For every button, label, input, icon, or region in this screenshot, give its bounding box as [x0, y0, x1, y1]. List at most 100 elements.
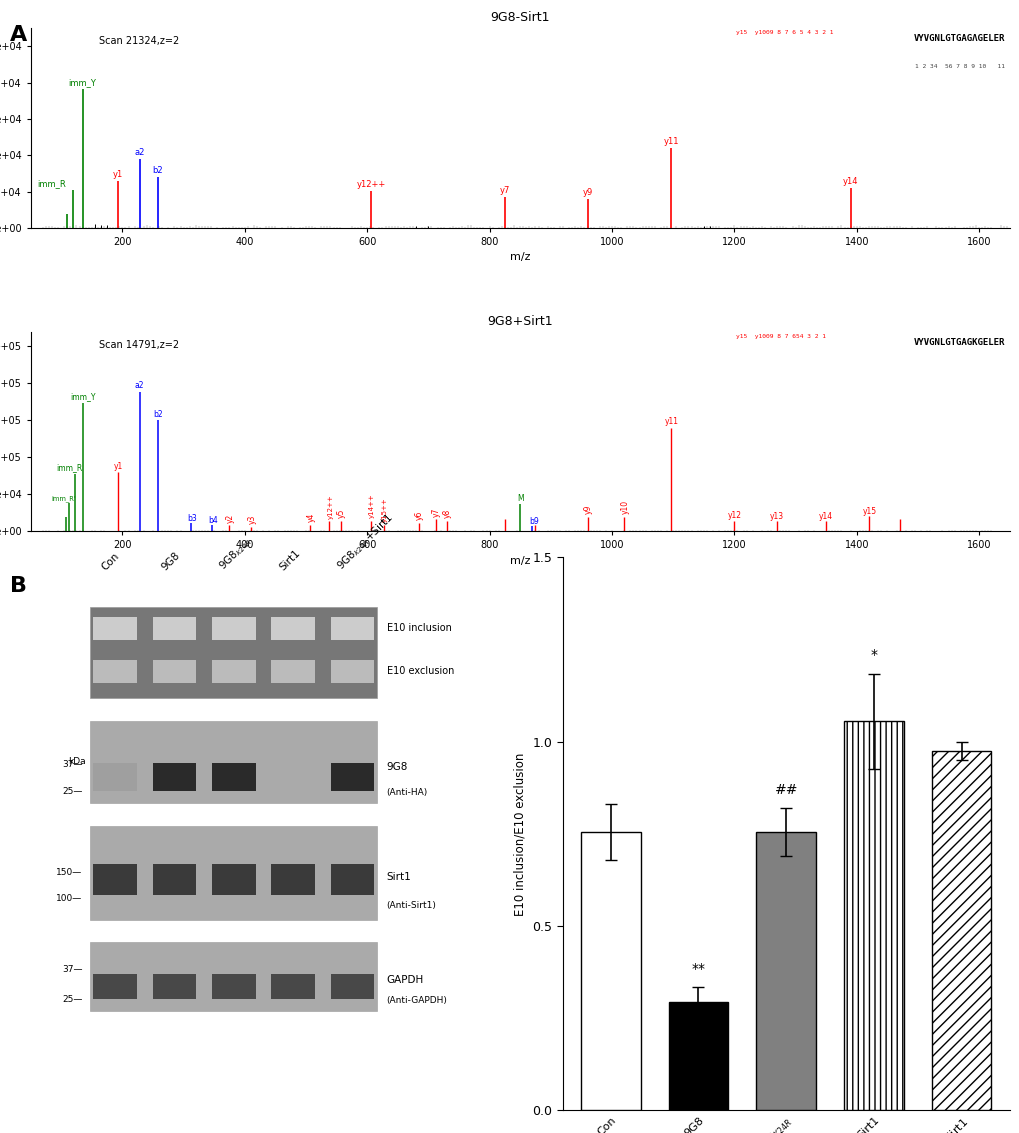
Text: y14: y14 — [842, 177, 858, 186]
Text: y9: y9 — [584, 505, 593, 514]
Text: imm_R: imm_R — [57, 463, 83, 472]
Text: y15  y1009 8 7 654 3 2 1: y15 y1009 8 7 654 3 2 1 — [735, 333, 824, 339]
Text: y15++: y15++ — [381, 497, 387, 522]
Text: b2: b2 — [153, 165, 163, 174]
Y-axis label: E10 inclusion/E10 exclusion: E10 inclusion/E10 exclusion — [514, 752, 526, 915]
Title: 9G8-Sirt1: 9G8-Sirt1 — [490, 11, 549, 25]
Text: imm_Y: imm_Y — [68, 78, 97, 87]
Text: y7: y7 — [431, 508, 440, 517]
Bar — [271, 864, 315, 895]
Text: GAPDH: GAPDH — [386, 976, 423, 986]
Bar — [581, 832, 640, 1110]
Bar — [330, 659, 374, 683]
Text: Con: Con — [100, 552, 121, 573]
Text: VYVGNLGTGAGKGELER: VYVGNLGTGAGKGELER — [913, 338, 1004, 347]
Bar — [930, 751, 990, 1110]
Text: b4: b4 — [208, 516, 218, 525]
Bar — [153, 973, 196, 998]
Text: (Anti-HA): (Anti-HA) — [386, 787, 427, 796]
Text: 100—: 100— — [56, 894, 83, 903]
Text: 25—: 25— — [62, 786, 83, 795]
Text: imm_Y: imm_Y — [69, 392, 96, 401]
Bar — [844, 722, 903, 1110]
Text: (Anti-GAPDH): (Anti-GAPDH) — [386, 996, 447, 1005]
Text: E10 exclusion: E10 exclusion — [386, 666, 453, 675]
Text: Scan 14791,z=2: Scan 14791,z=2 — [99, 340, 179, 349]
Bar — [153, 763, 196, 791]
Bar — [90, 942, 376, 1011]
Bar — [90, 721, 376, 803]
Bar — [94, 864, 137, 895]
Text: 1 2 34  56 7 8 9 10   11: 1 2 34 56 7 8 9 10 11 — [914, 65, 1004, 69]
Bar — [153, 864, 196, 895]
Text: **: ** — [691, 962, 705, 976]
Text: 9G8$_{k24R}$: 9G8$_{k24R}$ — [216, 534, 255, 573]
Text: M: M — [517, 494, 523, 503]
Text: b2: b2 — [153, 410, 163, 419]
Text: 25—: 25— — [62, 995, 83, 1004]
Text: y10: y10 — [621, 500, 630, 514]
Bar — [668, 1002, 728, 1110]
Text: y15: y15 — [862, 506, 876, 516]
Text: y11: y11 — [663, 417, 678, 426]
Text: y1: y1 — [113, 170, 123, 179]
Text: b9: b9 — [528, 517, 538, 526]
Text: imm_R': imm_R' — [51, 495, 76, 502]
Text: *: * — [869, 648, 876, 663]
Text: 9G8$_{k24R}$+Sirt1: 9G8$_{k24R}$+Sirt1 — [334, 511, 396, 573]
Bar — [330, 763, 374, 791]
Text: E10 inclusion: E10 inclusion — [386, 623, 451, 632]
Text: imm_R: imm_R — [38, 179, 66, 188]
Bar — [94, 659, 137, 683]
Title: 9G8+Sirt1: 9G8+Sirt1 — [487, 315, 552, 327]
Bar — [330, 864, 374, 895]
Text: ##: ## — [773, 783, 797, 796]
Text: y8: y8 — [442, 509, 451, 518]
Text: A: A — [10, 25, 28, 45]
Text: y12++: y12++ — [357, 180, 386, 189]
Text: y11: y11 — [663, 137, 679, 146]
Bar — [90, 826, 376, 920]
Text: y3: y3 — [248, 514, 257, 525]
Text: 37—: 37— — [62, 965, 83, 974]
X-axis label: m/z: m/z — [510, 253, 530, 263]
Bar — [94, 973, 137, 998]
Bar — [330, 617, 374, 640]
Text: b3: b3 — [187, 514, 197, 523]
Bar — [153, 617, 196, 640]
Text: y6: y6 — [415, 511, 423, 520]
Bar — [271, 659, 315, 683]
Text: 9G8: 9G8 — [386, 763, 408, 772]
Text: y7: y7 — [499, 186, 510, 195]
Bar — [90, 607, 376, 698]
Text: y12: y12 — [727, 511, 741, 520]
Bar — [212, 864, 255, 895]
Bar — [212, 973, 255, 998]
Text: y2: y2 — [226, 513, 235, 523]
Text: y15  y1009 8 7 6 5 4 3 2 1: y15 y1009 8 7 6 5 4 3 2 1 — [735, 31, 833, 35]
Bar — [94, 617, 137, 640]
Bar — [756, 832, 815, 1110]
Text: y5: y5 — [336, 509, 345, 518]
Text: (Anti-Sirt1): (Anti-Sirt1) — [386, 901, 436, 910]
Text: B: B — [10, 576, 28, 596]
Text: y9: y9 — [582, 188, 592, 197]
Text: a2: a2 — [135, 148, 145, 157]
Text: y14: y14 — [818, 512, 833, 521]
Text: 9G8: 9G8 — [159, 551, 181, 573]
Text: y1: y1 — [113, 462, 122, 471]
Bar — [94, 763, 137, 791]
Text: Scan 21324,z=2: Scan 21324,z=2 — [99, 36, 179, 46]
Bar — [271, 617, 315, 640]
Bar — [212, 659, 255, 683]
Text: Sirt1: Sirt1 — [386, 872, 411, 881]
Text: y4: y4 — [306, 513, 315, 522]
Text: 150—: 150— — [56, 868, 83, 877]
Text: a2: a2 — [135, 382, 144, 391]
Text: kDa: kDa — [67, 758, 86, 767]
Text: y14++: y14++ — [369, 494, 375, 518]
Bar — [212, 617, 255, 640]
X-axis label: m/z: m/z — [510, 555, 530, 565]
Text: 37—: 37— — [62, 760, 83, 769]
Bar — [330, 973, 374, 998]
